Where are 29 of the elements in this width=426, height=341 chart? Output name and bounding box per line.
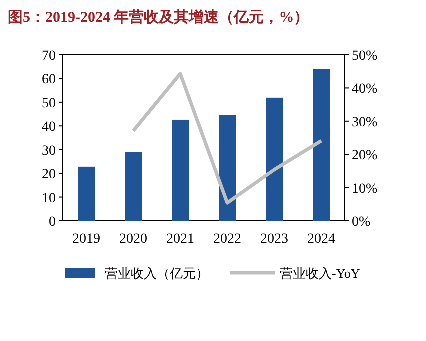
bar [172,120,189,221]
y-tick-label: 30 [42,144,56,159]
bar [219,114,236,221]
x-tick-label: 2023 [260,232,288,247]
y2-tick-label: 0% [352,215,371,230]
y-tick-label: 20 [42,168,56,183]
y-tick-label: 40 [42,120,56,136]
x-tick-label: 2024 [308,232,336,247]
y-tick-label: 70 [42,49,56,64]
y2-tick-label: 10% [352,182,378,197]
bar [125,152,142,221]
bar [313,68,330,221]
x-tick-label: 2019 [72,232,100,247]
chart-title: 图5：2019-2024 年营收及其增速（亿元，%） [8,9,310,26]
y2-tick-label: 20% [352,148,378,164]
y-tick-label: 10 [42,191,56,206]
legend-label: 营业收入-YoY [280,266,361,281]
legend-label: 营业收入（亿元） [105,266,209,281]
y2-tick-label: 50% [352,49,378,64]
y2-tick-label: 30% [352,115,378,130]
y-tick-label: 50 [42,96,56,112]
x-tick-label: 2021 [166,232,194,247]
bar [266,98,283,221]
y-tick-label: 60 [42,72,56,88]
x-tick-label: 2022 [214,232,242,247]
y-tick-label: 0 [49,215,56,230]
bar [78,166,95,221]
x-tick-label: 2020 [120,232,148,247]
y2-tick-label: 40% [352,82,378,98]
